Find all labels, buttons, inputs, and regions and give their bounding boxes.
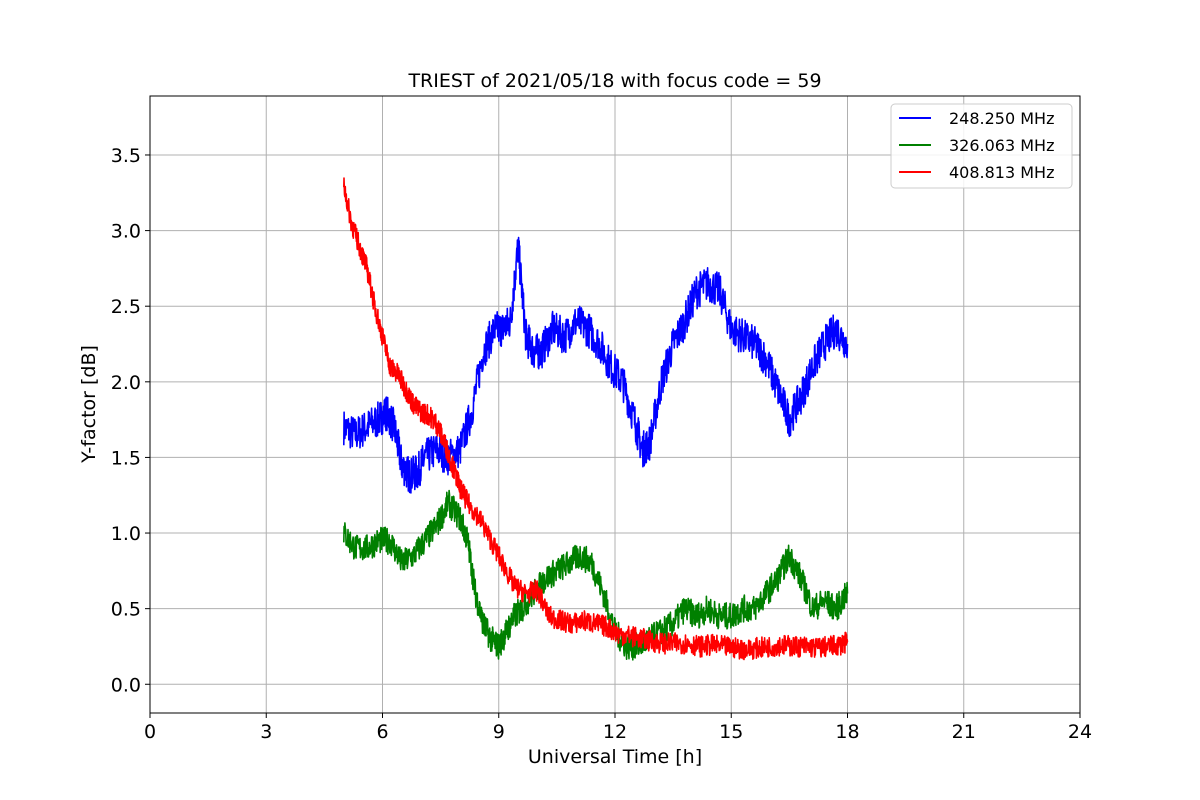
x-tick-label: 15 (719, 721, 743, 743)
x-tick-label: 12 (603, 721, 627, 743)
y-tick-label: 0.5 (111, 599, 141, 621)
y-tick-label: 3.5 (111, 145, 141, 167)
y-tick-label: 1.5 (111, 447, 141, 469)
y-tick-label: 1.0 (111, 523, 141, 545)
x-tick-label: 18 (835, 721, 859, 743)
x-tick-label: 24 (1068, 721, 1092, 743)
legend: 248.250 MHz 326.063 MHz 408.813 MHz (890, 103, 1073, 189)
legend-label: 326.063 MHz (949, 136, 1054, 155)
series-line-2 (343, 489, 849, 661)
y-tick-label: 0.0 (111, 674, 141, 696)
y-axis-title: Y-factor [dB] (78, 345, 100, 464)
legend-label: 408.813 MHz (949, 163, 1054, 182)
tick-layer: 0 3 6 9 12 15 18 21 24 0.0 0.5 1.0 1.5 2.0 2.5 3.0 3.5 (111, 145, 1092, 743)
legend-box (890, 103, 1073, 189)
x-tick-label: 0 (144, 721, 156, 743)
chart-title: TRIEST of 2021/05/18 with focus code = 5… (407, 70, 821, 92)
y-tick-label: 2.0 (111, 372, 141, 394)
legend-label: 248.250 MHz (949, 109, 1054, 128)
series-line-3 (343, 177, 849, 661)
x-tick-label: 3 (260, 721, 272, 743)
x-tick-label: 6 (376, 721, 388, 743)
y-tick-label: 3.0 (111, 221, 141, 243)
x-axis-title: Universal Time [h] (528, 746, 702, 768)
series-layer (343, 177, 849, 661)
x-tick-label: 21 (952, 721, 976, 743)
x-tick-label: 9 (493, 721, 505, 743)
y-tick-label: 2.5 (111, 296, 141, 318)
series-line-1 (343, 236, 849, 494)
